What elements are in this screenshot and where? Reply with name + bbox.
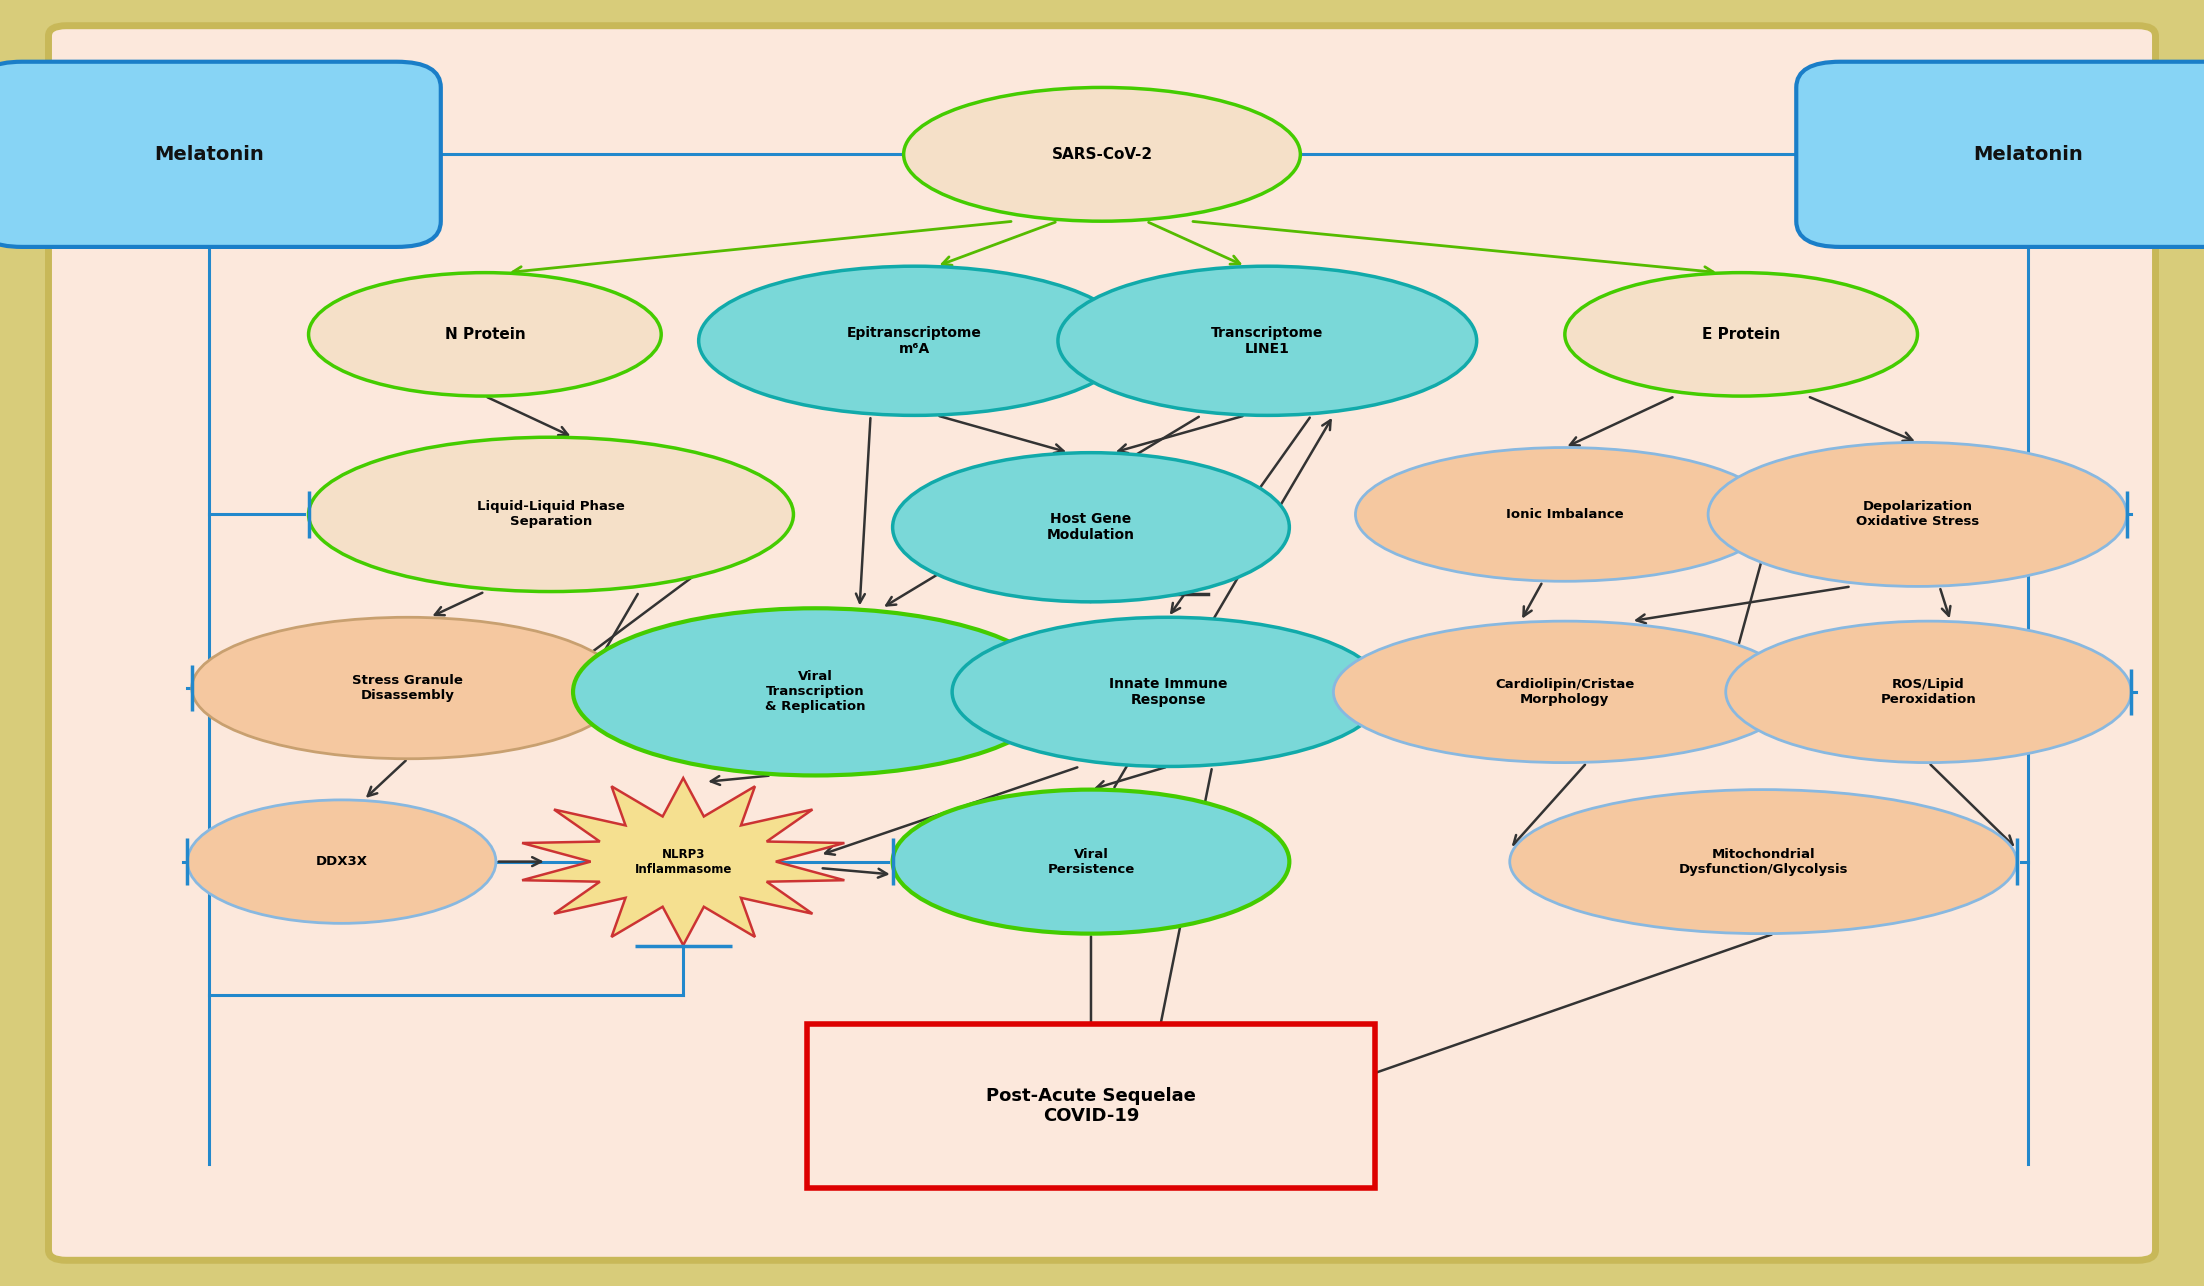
Text: Melatonin: Melatonin [1973, 145, 2083, 163]
Text: Liquid-Liquid Phase
Separation: Liquid-Liquid Phase Separation [476, 500, 626, 529]
Text: Cardiolipin/Cristae
Morphology: Cardiolipin/Cristae Morphology [1494, 678, 1635, 706]
Ellipse shape [1333, 621, 1796, 763]
FancyBboxPatch shape [48, 26, 2156, 1260]
Text: Mitochondrial
Dysfunction/Glycolysis: Mitochondrial Dysfunction/Glycolysis [1679, 847, 1847, 876]
Text: Viral
Transcription
& Replication: Viral Transcription & Replication [765, 670, 866, 714]
Text: Epitranscriptome
m⁶A: Epitranscriptome m⁶A [846, 325, 983, 356]
Ellipse shape [187, 800, 496, 923]
Text: Depolarization
Oxidative Stress: Depolarization Oxidative Stress [1856, 500, 1979, 529]
Ellipse shape [904, 87, 1300, 221]
FancyBboxPatch shape [807, 1024, 1375, 1188]
Ellipse shape [1726, 621, 2131, 763]
Text: Stress Granule
Disassembly: Stress Granule Disassembly [353, 674, 463, 702]
Text: Melatonin: Melatonin [154, 145, 264, 163]
Ellipse shape [893, 790, 1289, 934]
Text: SARS-CoV-2: SARS-CoV-2 [1051, 147, 1153, 162]
Text: Post-Acute Sequelae
COVID-19: Post-Acute Sequelae COVID-19 [985, 1087, 1197, 1125]
Text: NLRP3
Inflammasome: NLRP3 Inflammasome [635, 847, 732, 876]
FancyBboxPatch shape [0, 62, 441, 247]
Ellipse shape [952, 617, 1384, 766]
Ellipse shape [309, 273, 661, 396]
Text: DDX3X: DDX3X [315, 855, 368, 868]
Text: ROS/Lipid
Peroxidation: ROS/Lipid Peroxidation [1880, 678, 1977, 706]
Ellipse shape [893, 453, 1289, 602]
Ellipse shape [1565, 273, 1917, 396]
Text: Ionic Imbalance: Ionic Imbalance [1505, 508, 1624, 521]
Polygon shape [522, 778, 844, 945]
Text: Viral
Persistence: Viral Persistence [1047, 847, 1135, 876]
Text: Innate Immune
Response: Innate Immune Response [1109, 676, 1228, 707]
Ellipse shape [1708, 442, 2127, 586]
Ellipse shape [573, 608, 1058, 775]
Ellipse shape [309, 437, 793, 592]
Text: Host Gene
Modulation: Host Gene Modulation [1047, 512, 1135, 543]
Text: N Protein: N Protein [445, 327, 525, 342]
FancyBboxPatch shape [1796, 62, 2204, 247]
Ellipse shape [1058, 266, 1477, 415]
Ellipse shape [1510, 790, 2017, 934]
Ellipse shape [699, 266, 1131, 415]
Ellipse shape [192, 617, 624, 759]
Text: Transcriptome
LINE1: Transcriptome LINE1 [1212, 325, 1322, 356]
Text: E Protein: E Protein [1701, 327, 1781, 342]
Ellipse shape [1355, 448, 1774, 581]
